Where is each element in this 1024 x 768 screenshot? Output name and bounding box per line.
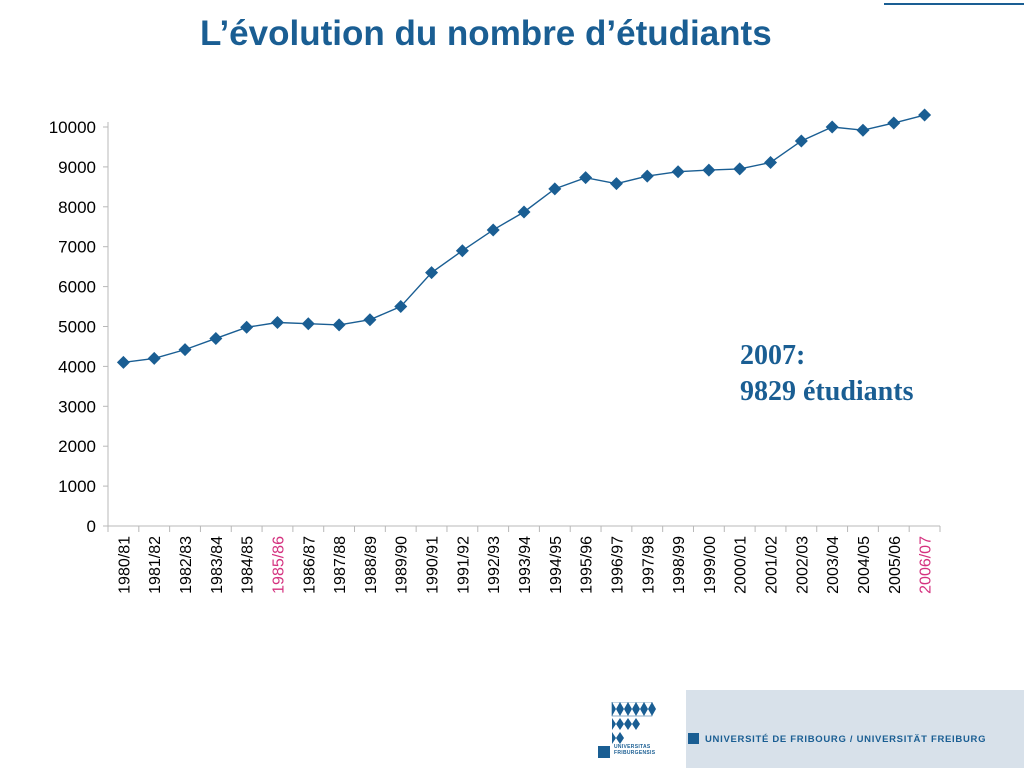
x-tick-label: 1986/87 <box>301 536 318 594</box>
data-point <box>764 156 778 170</box>
data-point <box>425 266 439 280</box>
x-tick-label: 1982/83 <box>178 536 195 594</box>
y-tick-label: 9000 <box>58 158 96 177</box>
student-count-chart: 0 1000 2000 3000 4000 5000 6000 7000 8000 9000 100… <box>49 108 941 594</box>
logo-text-line1: UNIVERSITAS <box>614 744 651 750</box>
x-tick-label: 2000/01 <box>733 536 750 594</box>
data-point <box>486 223 500 237</box>
y-tick-label: 4000 <box>58 357 96 376</box>
data-point <box>178 343 192 357</box>
data-point <box>209 331 223 345</box>
data-point <box>825 120 839 134</box>
x-tick-label: 1996/97 <box>609 536 626 594</box>
x-tick-label: 1990/91 <box>425 536 442 594</box>
x-tick-label: 1988/89 <box>363 536 380 594</box>
annotation-year: 2007: <box>740 340 806 371</box>
data-point <box>733 162 747 176</box>
data-point <box>116 355 130 369</box>
y-tick-label: 5000 <box>58 318 96 337</box>
university-name: UNIVERSITÉ DE FRIBOURG / UNIVERSITÄT FRE… <box>705 734 987 745</box>
x-tick-label: 1981/82 <box>147 536 164 594</box>
data-point <box>887 116 901 130</box>
data-point <box>270 316 284 330</box>
x-tick-label: 1980/81 <box>116 536 133 594</box>
x-tick-label: 1992/93 <box>486 536 503 594</box>
x-tick-label: 1989/90 <box>394 536 411 594</box>
y-tick-label: 3000 <box>58 397 96 416</box>
data-point <box>856 123 870 137</box>
data-point <box>517 205 531 219</box>
data-point <box>640 169 654 183</box>
y-tick-label: 7000 <box>58 238 96 257</box>
logo-wordmark: UNIVERSITAS FRIBURGENSIS <box>614 744 655 756</box>
x-tick-label: 1997/98 <box>640 536 657 594</box>
x-tick-label: 2004/05 <box>856 536 873 594</box>
logo-text-line2: FRIBURGENSIS <box>614 750 656 756</box>
top-rule <box>884 3 1024 5</box>
y-tick-label: 2000 <box>58 437 96 456</box>
data-point <box>671 165 685 179</box>
y-tick-label: 1000 <box>58 477 96 496</box>
footer-band-step <box>716 690 1024 712</box>
x-tick-label: 1995/96 <box>579 536 596 594</box>
x-tick-label: 1994/95 <box>548 536 565 594</box>
slide-title: L’évolution du nombre d’étudiants <box>200 14 772 53</box>
university-square-icon <box>688 733 699 744</box>
data-point <box>794 134 808 148</box>
data-point <box>609 177 623 191</box>
x-tick-label: 1983/84 <box>209 536 226 594</box>
x-tick-label: 1985/86 <box>270 536 287 594</box>
x-tick-label: 1987/88 <box>332 536 349 594</box>
y-tick-label: 10000 <box>49 118 96 137</box>
data-point <box>240 320 254 334</box>
data-point <box>394 300 408 314</box>
x-tick-label: 2002/03 <box>794 536 811 594</box>
data-point <box>702 163 716 177</box>
annotation-count: 9829 étudiants <box>740 376 914 407</box>
x-tick-label: 1991/92 <box>455 536 472 594</box>
x-tick-label: 2005/06 <box>887 536 904 594</box>
x-tick-label: 1984/85 <box>240 536 257 594</box>
y-tick-label: 8000 <box>58 198 96 217</box>
x-tick-label: 1993/94 <box>517 536 534 594</box>
data-point <box>455 244 469 258</box>
data-point <box>332 318 346 332</box>
annotation-2007: 2007: 9829 étudiants <box>740 338 913 410</box>
x-tick-label: 1999/00 <box>702 536 719 594</box>
y-tick-label: 0 <box>87 517 96 536</box>
data-point <box>363 313 377 327</box>
data-point <box>147 351 161 365</box>
x-tick-label: 2001/02 <box>764 536 781 594</box>
university-logo-icon <box>598 702 656 758</box>
y-tick-label: 6000 <box>58 278 96 297</box>
data-point <box>301 317 315 331</box>
x-tick-label: 2003/04 <box>825 536 842 594</box>
x-tick-label: 2006/07 <box>918 536 935 594</box>
data-point <box>918 108 932 122</box>
data-point <box>579 171 593 185</box>
x-tick-label: 1998/99 <box>671 536 688 594</box>
data-point <box>548 182 562 196</box>
